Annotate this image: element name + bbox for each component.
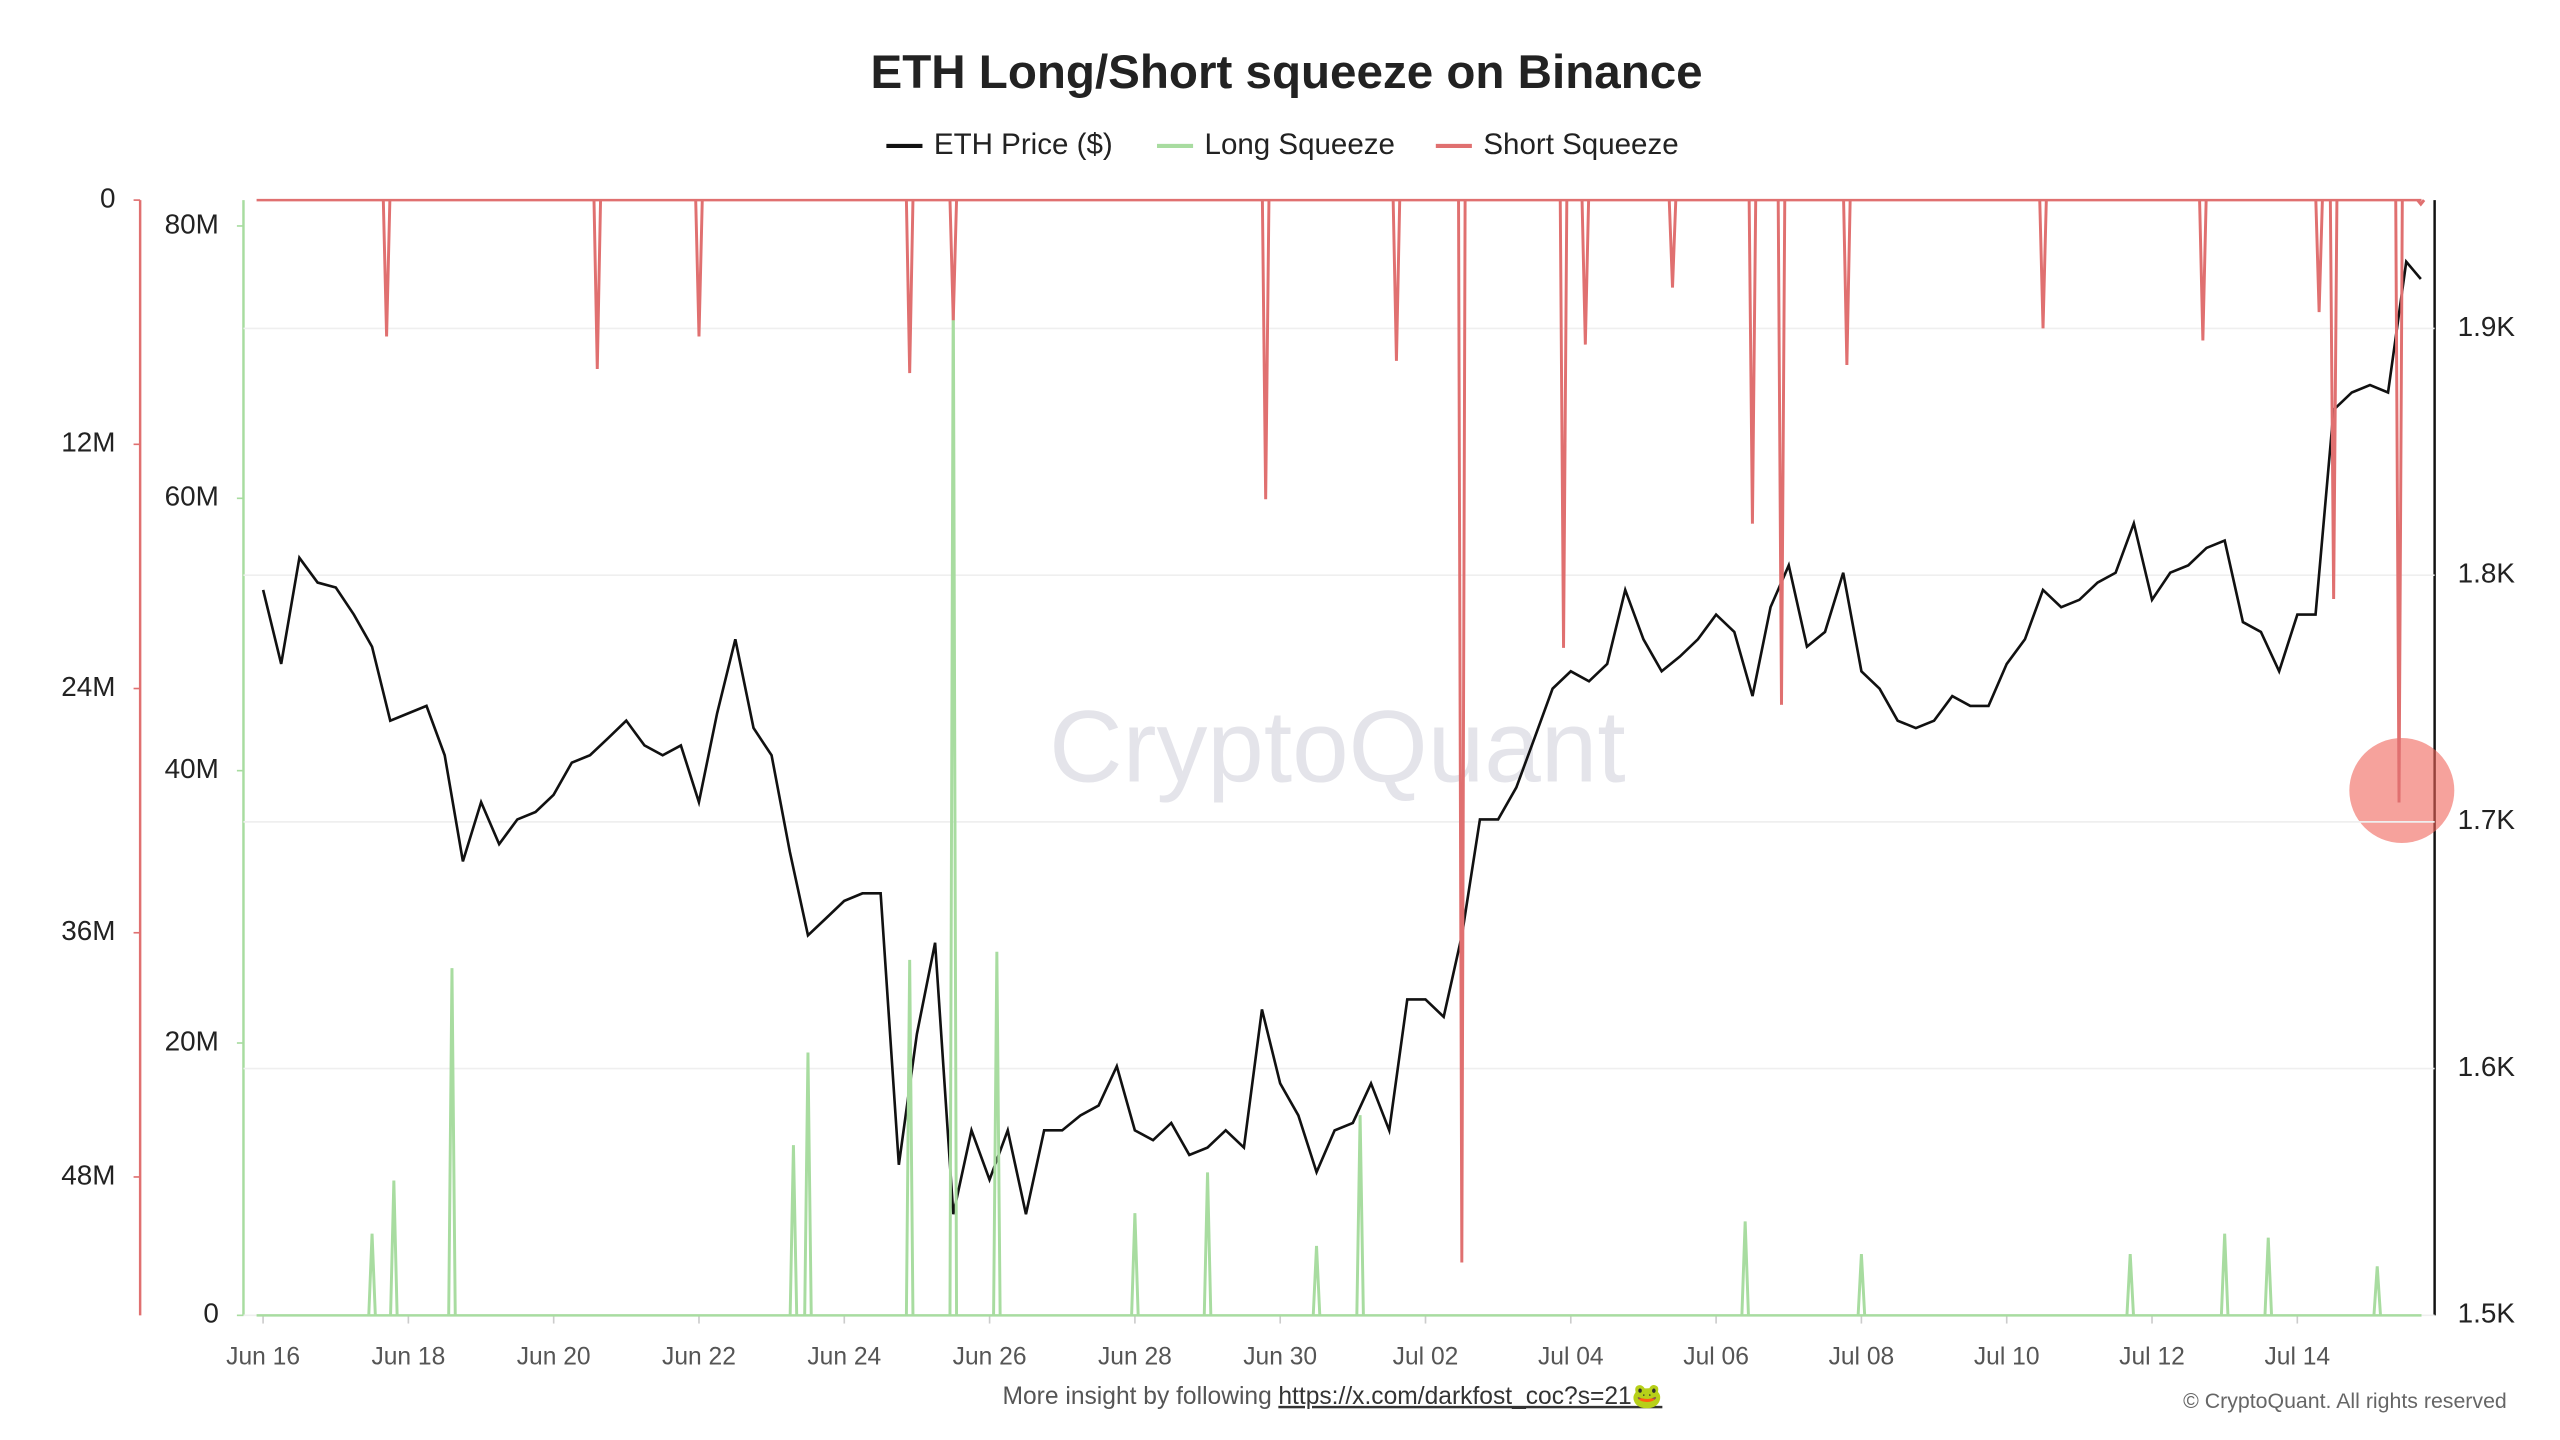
squeeze-spike [1457, 200, 1467, 1263]
x-tick-label: Jun 16 [226, 1343, 300, 1370]
x-tick-label: Jun 22 [662, 1343, 736, 1370]
x-tick-label: Jun 26 [953, 1343, 1027, 1370]
squeeze-spike [2198, 200, 2208, 341]
squeeze-spike [1580, 200, 1591, 345]
squeeze-spike [992, 951, 1002, 1316]
x-tick-label: Jul 10 [1974, 1343, 2040, 1370]
squeeze-spike [948, 200, 959, 321]
squeeze-spike [1311, 1245, 1322, 1316]
squeeze-spike [592, 200, 603, 370]
squeeze-spike [1776, 200, 1787, 705]
y3-tick-label: 48M [61, 1159, 115, 1190]
y3-tick-label: 36M [61, 915, 115, 946]
squeeze-spike [904, 200, 915, 374]
y-tick-label: 20M [165, 1025, 219, 1056]
squeeze-spike [389, 1180, 399, 1316]
squeeze-spike [1558, 200, 1569, 648]
y2-tick-label: 1.7K [2458, 804, 2516, 835]
squeeze-spike [1842, 200, 1852, 365]
squeeze-spike [803, 1052, 813, 1316]
squeeze-spike [2416, 199, 2426, 207]
squeeze-spike [1667, 200, 1678, 288]
x-tick-label: Jul 08 [1829, 1343, 1895, 1370]
x-tick-label: Jul 06 [1683, 1343, 1749, 1370]
squeeze-spike [2219, 1233, 2230, 1316]
x-tick-label: Jun 28 [1098, 1343, 1172, 1370]
price-line [261, 258, 2422, 1215]
x-tick-label: Jun 20 [517, 1343, 591, 1370]
x-tick-label: Jun 24 [807, 1343, 881, 1370]
x-tick-label: Jul 14 [2264, 1343, 2330, 1370]
y3-tick-label: 24M [61, 671, 115, 702]
y-tick-label: 60M [165, 481, 219, 512]
squeeze-spike [1747, 200, 1758, 524]
squeeze-spike [1740, 1221, 1750, 1316]
x-tick-label: Jul 02 [1393, 1343, 1459, 1370]
highlight-circle [2349, 738, 2455, 844]
squeeze-spike [1130, 1213, 1140, 1316]
squeeze-spike [2372, 1266, 2382, 1316]
squeeze-spike [1856, 1253, 1867, 1316]
squeeze-spike [2394, 200, 2404, 803]
squeeze-spike [1260, 200, 1271, 500]
x-tick-label: Jun 30 [1243, 1343, 1317, 1370]
legend-label: ETH Price ($) [934, 128, 1113, 161]
y-tick-label: 0 [203, 1298, 219, 1329]
squeeze-spike [1355, 1115, 1365, 1316]
chart-title: ETH Long/Short squeeze on Binance [870, 46, 1702, 99]
squeeze-spike [2125, 1253, 2135, 1316]
footer-text: More insight by following [1003, 1383, 1272, 1410]
watermark: CryptoQuant [1049, 689, 1625, 803]
x-tick-label: Jun 18 [371, 1343, 445, 1370]
squeeze-spike [2038, 200, 2048, 329]
y-tick-label: 40M [165, 753, 219, 784]
copyright: © CryptoQuant. All rights reserved [2183, 1389, 2507, 1413]
squeeze-spike [1202, 1172, 1213, 1316]
squeeze-spike [2263, 1237, 2274, 1316]
squeeze-spike [2314, 200, 2324, 313]
y2-tick-label: 1.5K [2458, 1298, 2516, 1329]
squeeze-spike [1391, 200, 1402, 361]
y2-tick-label: 1.9K [2458, 311, 2516, 342]
y-tick-label: 80M [165, 208, 219, 239]
y3-tick-label: 0 [100, 182, 116, 213]
squeeze-spike [788, 1145, 799, 1316]
y3-tick-label: 12M [61, 427, 115, 458]
squeeze-spike [447, 968, 457, 1316]
x-tick-label: Jul 12 [2119, 1343, 2185, 1370]
squeeze-spike [948, 279, 959, 1316]
squeeze-spike [367, 1233, 377, 1316]
legend-label: Long Squeeze [1205, 128, 1395, 161]
footer-link[interactable]: https://x.com/darkfost_coc?s=21🐸 [1278, 1383, 1662, 1410]
squeeze-spike [381, 200, 392, 337]
y2-tick-label: 1.8K [2458, 557, 2516, 588]
legend-label: Short Squeeze [1483, 128, 1678, 161]
squeeze-spike [904, 959, 915, 1316]
squeeze-spike [2328, 200, 2339, 599]
y2-tick-label: 1.6K [2458, 1051, 2516, 1082]
squeeze-spike [694, 200, 704, 337]
x-tick-label: Jul 04 [1538, 1343, 1604, 1370]
